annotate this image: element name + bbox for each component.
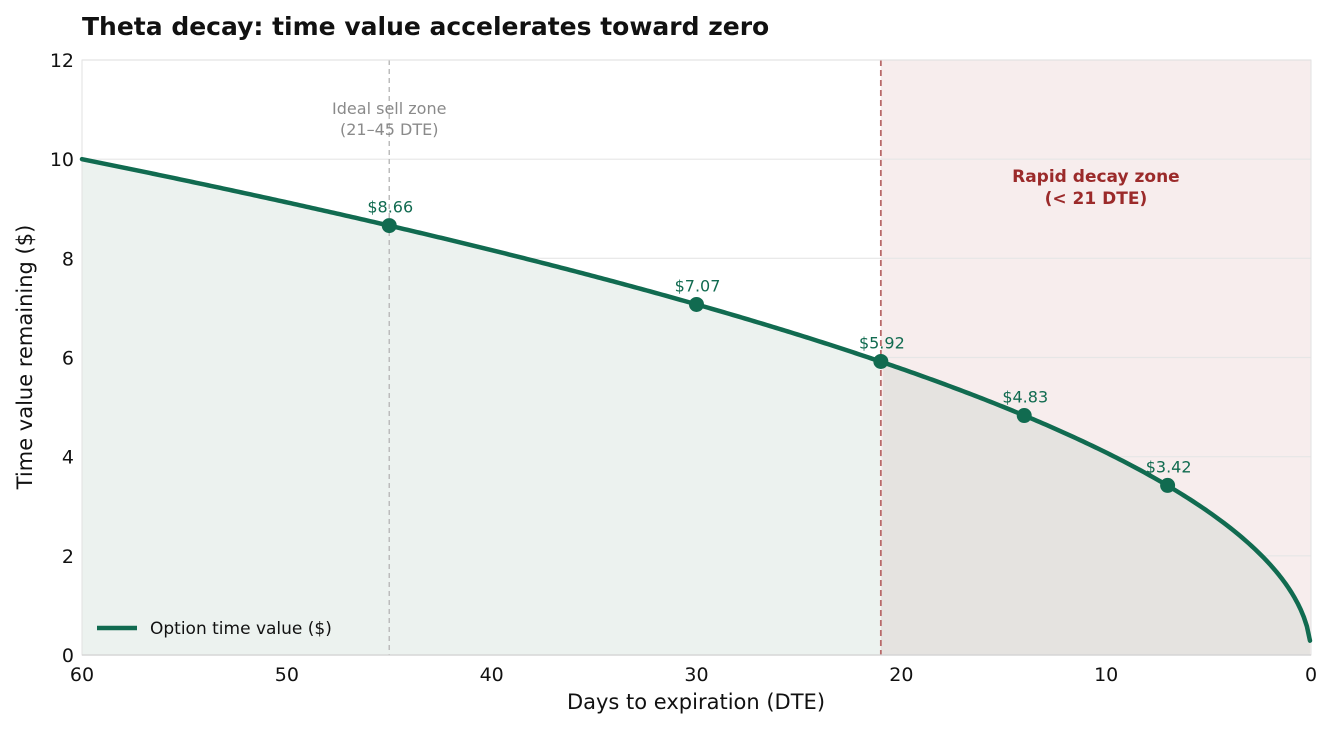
x-tick-label: 40: [480, 664, 504, 686]
safe-zone-area-fill: [82, 159, 881, 656]
markers: $8.66 $7.07 $5.92 $4.83 $3.42: [367, 198, 1192, 493]
data-point-label: $4.83: [1002, 388, 1048, 407]
x-tick-label: 10: [1094, 664, 1118, 686]
data-point-label: $3.42: [1146, 457, 1192, 476]
x-tick-label: 60: [70, 664, 94, 686]
legend: Option time value ($): [97, 619, 332, 639]
y-tick-label: 4: [62, 447, 74, 469]
annotations: Ideal sell zone (21–45 DTE) Rapid decay zo…: [332, 99, 1180, 209]
y-tick-label: 12: [50, 50, 74, 72]
y-tick-label: 8: [62, 248, 74, 270]
reference-lines: [388, 60, 882, 655]
y-tick-label: 2: [62, 546, 74, 568]
data-point-marker: [1160, 477, 1176, 493]
y-tick-label: 0: [62, 645, 74, 667]
data-point-label: $7.07: [675, 276, 721, 295]
y-axis-label: Time value remaining ($): [13, 225, 37, 491]
x-axis-label: Days to expiration (DTE): [567, 690, 825, 714]
rapid-decay-zone-label: Rapid decay zone: [1012, 167, 1180, 187]
data-point-marker: [1016, 408, 1032, 424]
y-tick-label: 6: [62, 348, 74, 370]
data-point-marker: [873, 353, 889, 369]
data-point-label: $8.66: [367, 198, 413, 217]
area-fill: [82, 159, 1310, 656]
legend-label: Option time value ($): [150, 619, 332, 639]
rapid-decay-zone-label: (< 21 DTE): [1045, 189, 1148, 209]
ideal-sell-zone-label: (21–45 DTE): [340, 120, 439, 139]
ideal-sell-zone-label: Ideal sell zone: [332, 99, 446, 118]
y-tick-label: 10: [50, 149, 74, 171]
x-tick-label: 20: [889, 664, 913, 686]
rapid-zone-area-fill: [880, 362, 1310, 655]
data-point-marker: [381, 218, 397, 234]
x-tick-label: 0: [1305, 664, 1317, 686]
axes: 60 50 40 30 20 10 0 0 2 4 6 8 10 12: [50, 50, 1317, 686]
data-point-marker: [689, 296, 704, 312]
x-tick-label: 30: [684, 664, 708, 686]
x-tick-label: 50: [275, 664, 299, 686]
data-point-label: $5.92: [859, 333, 905, 352]
chart-title: Theta decay: time value accelerates towa…: [82, 12, 769, 41]
